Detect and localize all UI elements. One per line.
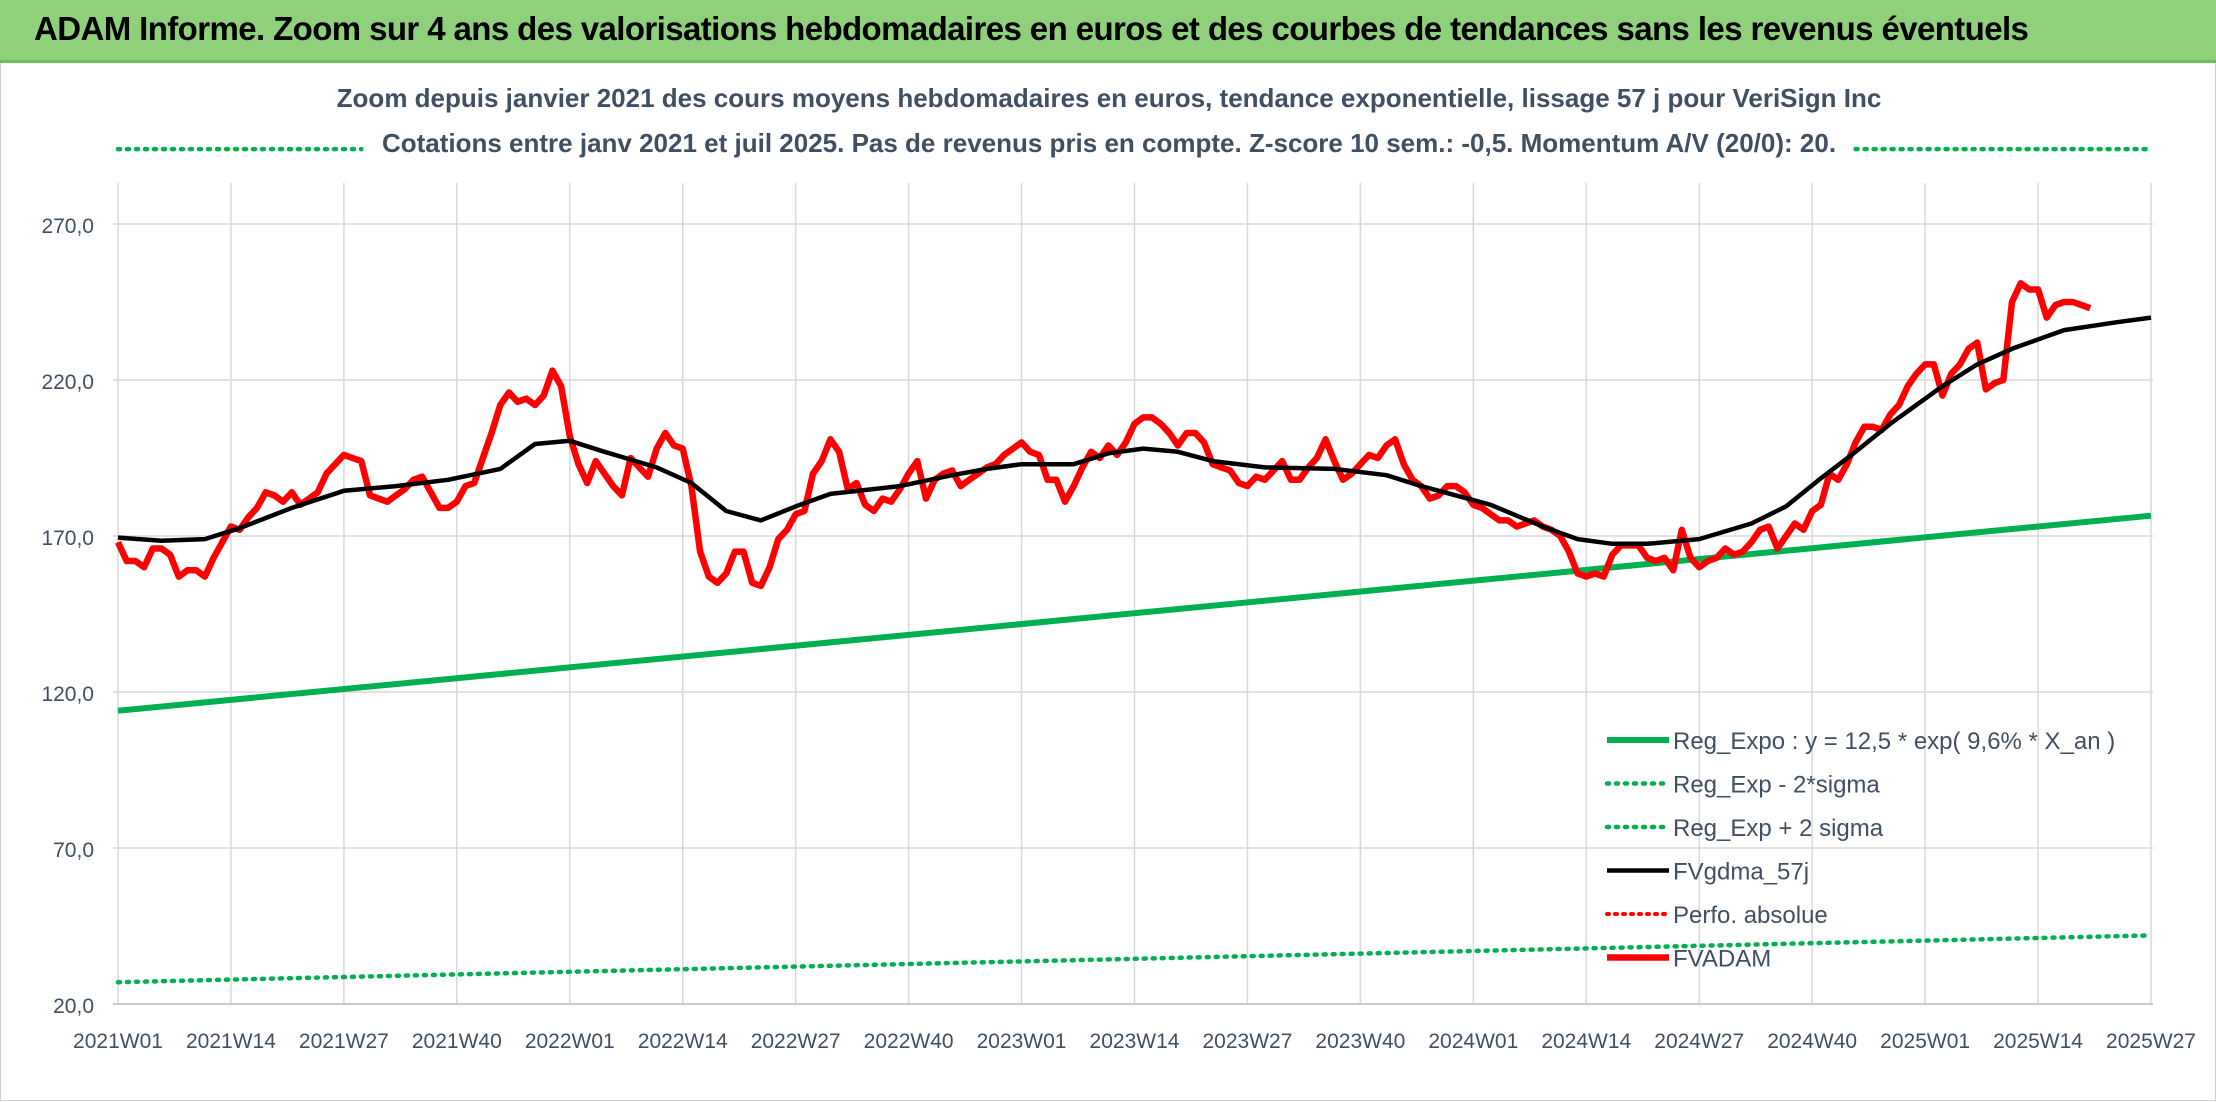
x-tick-label: 2024W01 bbox=[1428, 1030, 1518, 1053]
legend-item-reg-exp-minus-2sigma-label: Reg_Exp - 2*sigma bbox=[1673, 772, 1880, 799]
y-tick-label: 20,0 bbox=[53, 995, 94, 1018]
title-banner: ADAM Informe. Zoom sur 4 ans des valoris… bbox=[0, 0, 2216, 63]
legend: Reg_Expo : y = 12,5 * exp( 9,6% * X_an )… bbox=[1604, 728, 2115, 973]
x-tick-label: 2022W01 bbox=[525, 1030, 615, 1053]
x-tick-label: 2021W40 bbox=[412, 1030, 502, 1053]
x-tick-label: 2021W14 bbox=[186, 1030, 276, 1053]
y-tick-label: 120,0 bbox=[41, 683, 94, 706]
legend-item-reg-exp-plus-2sigma-label: Reg_Exp + 2 sigma bbox=[1673, 815, 1884, 842]
x-tick-label: 2023W27 bbox=[1202, 1030, 1292, 1053]
x-tick-label: 2025W14 bbox=[1993, 1030, 2083, 1053]
series-reg-exp-minus-2sigma bbox=[115, 933, 2154, 985]
x-tick-label: 2023W40 bbox=[1315, 1030, 1405, 1053]
gridlines bbox=[113, 183, 2153, 1005]
chart-title: Zoom depuis janvier 2021 des cours moyen… bbox=[337, 83, 1882, 113]
x-tick-label: 2023W01 bbox=[977, 1030, 1067, 1053]
x-tick-label: 2025W01 bbox=[1880, 1030, 1970, 1053]
chart-svg: Zoom depuis janvier 2021 des cours moyen… bbox=[41, 83, 2196, 1053]
y-tick-label: 220,0 bbox=[41, 371, 94, 394]
x-tick-label: 2024W14 bbox=[1541, 1030, 1631, 1053]
x-tick-label: 2023W14 bbox=[1090, 1030, 1180, 1053]
x-axis: 2021W01 2021W14 2021W27 2021W40 2022W01 2022W… bbox=[73, 1030, 2196, 1053]
chart-subtitle: Cotations entre janv 2021 et juil 2025. … bbox=[382, 128, 1836, 158]
series-fvadam bbox=[115, 280, 2092, 590]
x-tick-label: 2022W27 bbox=[751, 1030, 841, 1053]
chart-area: Zoom depuis janvier 2021 des cours moyen… bbox=[0, 63, 2216, 1101]
x-tick-label: 2022W14 bbox=[638, 1030, 728, 1053]
legend-item-fvgdma-57j-label: FVgdma_57j bbox=[1673, 859, 1809, 886]
legend-item-perfo-absolue-label: Perfo. absolue bbox=[1673, 902, 1828, 929]
series-lines bbox=[115, 146, 2154, 985]
y-tick-label: 70,0 bbox=[53, 839, 94, 862]
x-tick-label: 2024W40 bbox=[1767, 1030, 1857, 1053]
x-tick-label: 2022W40 bbox=[864, 1030, 954, 1053]
x-tick-label: 2021W01 bbox=[73, 1030, 163, 1053]
x-tick-label: 2024W27 bbox=[1654, 1030, 1744, 1053]
legend-item-fvadam-label: FVADAM bbox=[1673, 946, 1771, 973]
y-axis: 270,0 220,0 170,0 120,0 70,0 20,0 bbox=[41, 215, 94, 1018]
series-fvgdma-57j bbox=[117, 315, 2152, 547]
y-tick-label: 170,0 bbox=[41, 527, 94, 550]
x-tick-label: 2025W27 bbox=[2106, 1030, 2196, 1053]
legend-item-reg-expo-label: Reg_Expo : y = 12,5 * exp( 9,6% * X_an ) bbox=[1673, 728, 2115, 755]
y-tick-label: 270,0 bbox=[41, 215, 94, 238]
x-tick-label: 2021W27 bbox=[299, 1030, 389, 1053]
series-reg-expo bbox=[117, 512, 2152, 714]
page-title: ADAM Informe. Zoom sur 4 ans des valoris… bbox=[34, 10, 2029, 47]
